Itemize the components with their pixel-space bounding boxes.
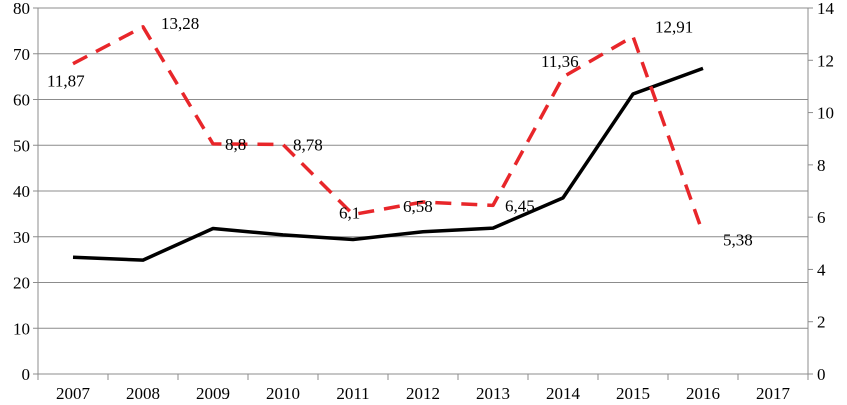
data-label: 6,45 (505, 196, 535, 215)
gridlines (38, 7, 808, 329)
x-axis-tick-label: 2013 (476, 384, 510, 403)
left-axis-tick-label: 70 (13, 45, 30, 64)
data-label: 6,58 (403, 197, 433, 216)
left-axis-tick-label: 80 (13, 0, 30, 18)
right-axis-tick-label: 10 (817, 104, 834, 123)
data-label: 11,36 (541, 52, 579, 71)
data-label: 5,38 (723, 230, 753, 249)
data-label: 8,8 (225, 135, 246, 154)
axes (33, 7, 813, 380)
x-axis-tick-label: 2016 (686, 384, 720, 403)
data-label: 13,28 (161, 14, 199, 33)
x-axis-tick-label: 2014 (546, 384, 581, 403)
left-axis-tick-label: 60 (13, 91, 30, 110)
right-axis-tick-label: 12 (817, 51, 834, 70)
x-axis-tick-label: 2007 (56, 384, 91, 403)
x-axis-tick-label: 2008 (126, 384, 160, 403)
left-axis-tick-label: 50 (13, 136, 30, 155)
left-axis-tick-label: 10 (13, 319, 30, 338)
x-axis-tick-label: 2010 (266, 384, 300, 403)
right-axis-tick-label: 8 (817, 156, 826, 175)
solid-series-line (72, 66, 704, 262)
x-axis-tick-label: 2009 (196, 384, 230, 403)
right-axis-tick-label: 6 (817, 208, 826, 227)
left-axis-tick-label: 0 (22, 365, 31, 384)
left-axis-tick-label: 20 (13, 274, 30, 293)
tick-and-data-labels: 0 10 20 30 40 50 60 70 80 0 2 4 6 8 10 12 14 2007 2008 2009… (13, 0, 835, 403)
x-axis-tick-label: 2015 (616, 384, 650, 403)
right-axis-tick-label: 14 (817, 0, 835, 18)
data-label: 8,78 (293, 135, 323, 154)
left-axis-tick-label: 30 (13, 228, 30, 247)
right-axis-tick-label: 0 (817, 365, 826, 384)
data-label: 6,1 (339, 204, 360, 223)
dashed-series-line (72, 25, 705, 234)
data-label: 11,87 (47, 72, 85, 91)
left-axis-tick-label: 40 (13, 182, 30, 201)
right-axis-tick-label: 4 (817, 260, 826, 279)
x-axis-tick-label: 2011 (336, 384, 369, 403)
data-label: 12,91 (655, 17, 693, 36)
x-axis-tick-label: 2017 (756, 384, 791, 403)
x-axis-tick-label: 2012 (406, 384, 440, 403)
right-axis-tick-label: 2 (817, 313, 826, 332)
series-lines (72, 25, 705, 262)
